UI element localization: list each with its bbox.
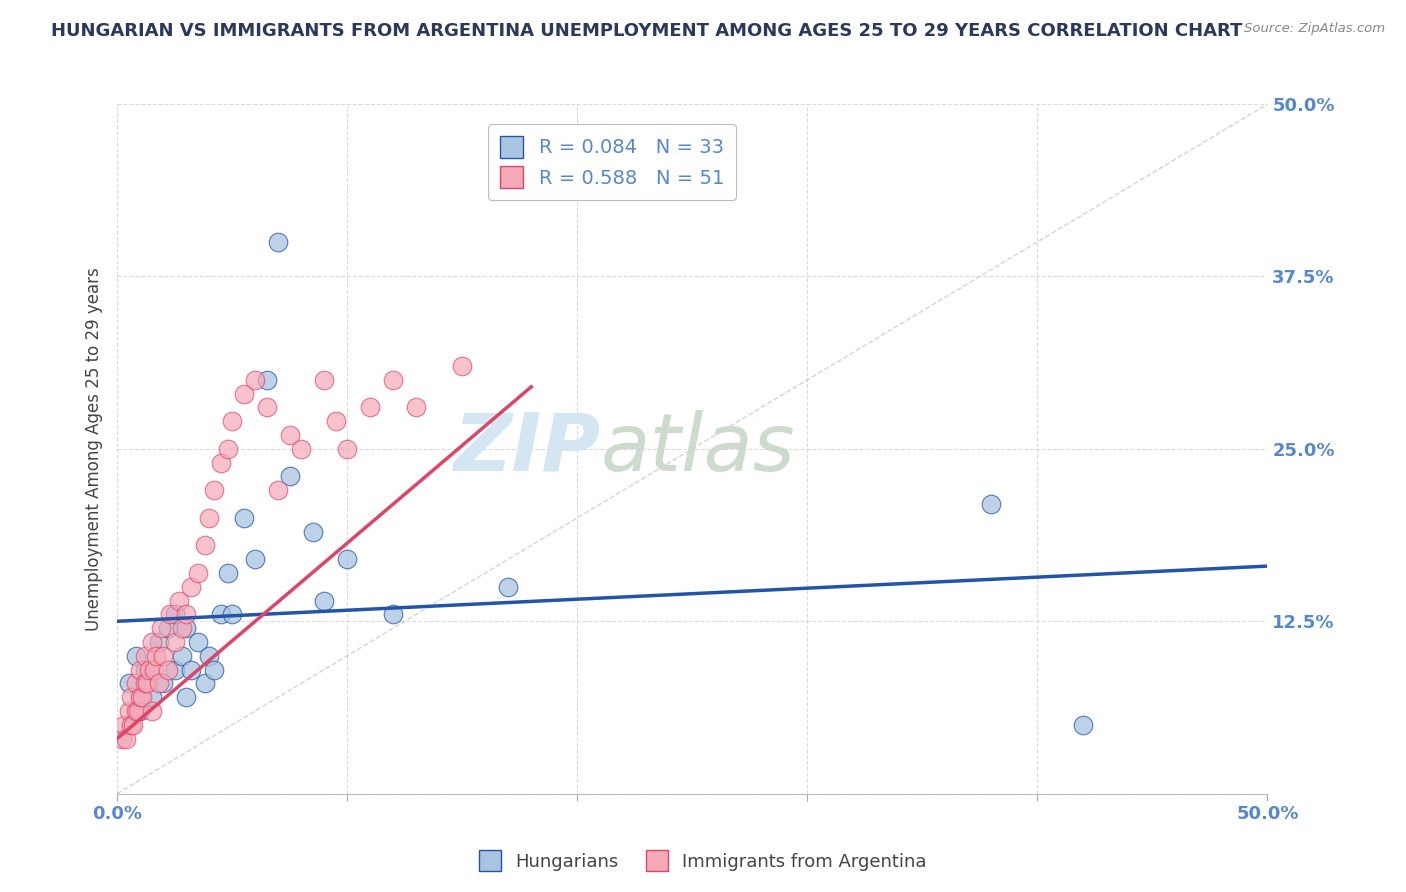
Text: atlas: atlas [600, 409, 794, 488]
Point [198, 648, 221, 663]
Point [129, 704, 152, 718]
Point [187, 566, 209, 580]
Point [156, 663, 179, 677]
Point [232, 386, 254, 401]
Point [290, 442, 312, 456]
Point [120, 690, 142, 705]
Point [129, 690, 152, 705]
Point [118, 676, 141, 690]
Point [359, 401, 381, 415]
Point [980, 497, 1002, 511]
Point [136, 676, 159, 690]
Point [170, 648, 193, 663]
Text: ZIP: ZIP [453, 409, 600, 488]
Point [194, 676, 217, 690]
Point [256, 373, 278, 387]
Point [278, 428, 301, 442]
Point [156, 621, 179, 635]
Point [124, 676, 146, 690]
Point [152, 648, 174, 663]
Point [267, 483, 290, 498]
Point [120, 717, 142, 731]
Legend: Hungarians, Immigrants from Argentina: Hungarians, Immigrants from Argentina [472, 843, 934, 879]
Point [174, 690, 197, 705]
Point [314, 373, 336, 387]
Point [134, 676, 156, 690]
Point [217, 442, 239, 456]
Point [152, 676, 174, 690]
Point [187, 635, 209, 649]
Point [159, 607, 181, 622]
Text: Source: ZipAtlas.com: Source: ZipAtlas.com [1244, 22, 1385, 36]
Point [198, 511, 221, 525]
Point [202, 483, 225, 498]
Point [194, 538, 217, 552]
Point [405, 401, 427, 415]
Point [115, 731, 138, 746]
Point [301, 524, 323, 539]
Point [124, 704, 146, 718]
Point [149, 621, 172, 635]
Point [496, 580, 519, 594]
Point [451, 359, 474, 373]
Point [217, 566, 239, 580]
Point [382, 373, 405, 387]
Point [221, 607, 243, 622]
Point [278, 469, 301, 483]
Point [127, 704, 149, 718]
Point [145, 648, 167, 663]
Point [131, 690, 153, 705]
Point [180, 663, 202, 677]
Point [232, 511, 254, 525]
Point [170, 621, 193, 635]
Point [325, 414, 347, 428]
Point [111, 731, 134, 746]
Point [180, 580, 202, 594]
Point [163, 663, 186, 677]
Y-axis label: Unemployment Among Ages 25 to 29 years: Unemployment Among Ages 25 to 29 years [86, 267, 103, 631]
Point [141, 704, 163, 718]
Point [256, 401, 278, 415]
Point [129, 663, 152, 677]
Point [382, 607, 405, 622]
Point [336, 442, 359, 456]
Point [148, 676, 170, 690]
Point [174, 621, 197, 635]
Point [163, 635, 186, 649]
Point [163, 607, 186, 622]
Point [138, 663, 160, 677]
Legend: R = 0.084   N = 33, R = 0.588   N = 51: R = 0.084 N = 33, R = 0.588 N = 51 [488, 124, 735, 200]
Point [245, 373, 267, 387]
Point [1073, 717, 1095, 731]
Point [314, 593, 336, 607]
Point [122, 717, 145, 731]
Text: HUNGARIAN VS IMMIGRANTS FROM ARGENTINA UNEMPLOYMENT AMONG AGES 25 TO 29 YEARS CO: HUNGARIAN VS IMMIGRANTS FROM ARGENTINA U… [51, 22, 1243, 40]
Point [124, 648, 146, 663]
Point [134, 648, 156, 663]
Point [245, 552, 267, 566]
Point [221, 414, 243, 428]
Point [148, 635, 170, 649]
Point [143, 663, 166, 677]
Point [209, 456, 232, 470]
Point [174, 607, 197, 622]
Point [336, 552, 359, 566]
Point [141, 690, 163, 705]
Point [134, 663, 156, 677]
Point [209, 607, 232, 622]
Point [169, 593, 191, 607]
Point [202, 663, 225, 677]
Point [267, 235, 290, 249]
Point [141, 635, 163, 649]
Point [112, 717, 135, 731]
Point [118, 704, 141, 718]
